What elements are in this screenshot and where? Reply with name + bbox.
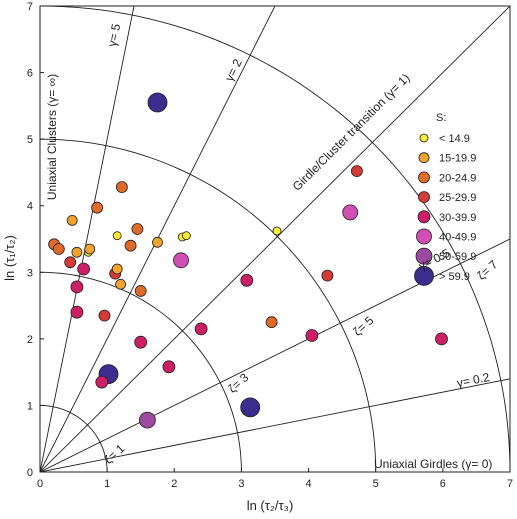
legend-title: S:: [436, 112, 446, 124]
y-axis-label: ln (τ₁/τ₂): [2, 235, 17, 281]
data-point: [342, 204, 359, 221]
annotations: Uniaxial Clusters (γ= ∞)γ= 5γ= 2Girdle/C…: [45, 22, 501, 471]
y-tick-label: 1: [27, 400, 33, 412]
x-tick-label: 5: [373, 478, 379, 490]
x-tick-label: 1: [104, 478, 110, 490]
legend-swatch: [417, 210, 431, 224]
data-point: [115, 278, 126, 290]
y-tick-label: 4: [27, 201, 33, 213]
data-point: [124, 239, 137, 252]
y-tick-label: 6: [27, 68, 33, 80]
x-tick-label: 4: [306, 478, 312, 490]
data-point: [84, 243, 96, 255]
legend-swatch: [419, 133, 429, 143]
data-point: [321, 269, 334, 282]
gamma-line-0-5: [40, 238, 510, 472]
y-tick-label: 2: [27, 334, 33, 346]
gamma-inf-label: Uniaxial Clusters (γ= ∞): [45, 74, 59, 200]
data-point: [116, 181, 128, 194]
legend-label: 30-39.9: [439, 212, 476, 224]
gamma-line-1: [40, 6, 510, 472]
data-point: [138, 411, 156, 429]
data-point: [435, 332, 448, 346]
legend-swatch: [416, 228, 432, 245]
legend-label: 25-29.9: [439, 192, 476, 204]
legend: S: < 14.9 15-19.9 20-24.9 25-29.9 30-39.9 40-4…: [414, 112, 476, 286]
data-point: [265, 316, 278, 329]
zeta-5-label: ζ= 5: [350, 313, 376, 339]
data-point: [71, 246, 83, 258]
gamma-line-0-2: [40, 378, 510, 472]
legend-label: 15-19.9: [439, 153, 476, 165]
legend-label: > 59.9: [439, 271, 470, 283]
x-tick-label: 6: [440, 478, 446, 490]
legend-label: 50-59.9: [439, 251, 476, 263]
legend-label: < 14.9: [439, 133, 470, 145]
gamma-line-2: [40, 6, 276, 472]
data-point: [240, 273, 254, 287]
gamma-2-label: γ= 2: [222, 56, 245, 83]
data-point: [70, 305, 84, 319]
data-point: [305, 329, 319, 342]
y-tick-label: 5: [27, 134, 33, 146]
data-point: [194, 322, 208, 336]
data-point: [64, 256, 77, 269]
data-point: [70, 280, 84, 294]
zeta-7-label: ζ= 7: [474, 257, 500, 283]
x-tick-label: 7: [507, 478, 513, 490]
y-tick-label: 0: [27, 467, 33, 479]
legend-swatch: [415, 247, 433, 265]
gamma-0-label: Uniaxial Girdles (γ= 0): [374, 457, 492, 471]
data-point: [111, 263, 123, 275]
data-point: [240, 397, 261, 418]
data-point: [350, 165, 363, 178]
legend-swatch: [418, 191, 430, 204]
legend-swatch: [414, 265, 434, 286]
x-tick-label: 2: [171, 478, 177, 490]
data-point: [152, 236, 163, 248]
legend-swatch: [418, 171, 430, 184]
data-point: [173, 252, 189, 269]
data-point: [134, 284, 147, 297]
x-axis-label: ln (τ₂/τ₃): [247, 498, 294, 513]
data-point: [91, 201, 103, 214]
zeta-3-label: ζ= 3: [225, 370, 251, 396]
data-point: [147, 92, 168, 113]
data-point: [95, 375, 109, 389]
zeta-1-label: ζ= 1: [101, 441, 127, 467]
gamma-0-2-label: γ= 0.2: [456, 370, 491, 390]
reference-lines-clipped: [40, 6, 510, 472]
legend-label: 40-49.9: [439, 232, 476, 244]
data-point: [162, 360, 176, 374]
data-point: [134, 335, 148, 349]
gamma-5-label: γ= 5: [105, 22, 123, 48]
data-point: [66, 214, 78, 226]
data-point: [98, 309, 111, 322]
x-tick-label: 0: [37, 478, 43, 490]
data-point: [77, 262, 90, 276]
y-tick-label: 3: [27, 267, 33, 279]
reference-lines: [40, 6, 510, 472]
data-points: [48, 92, 448, 429]
plot-frame: 0 1 2 3 4 5 6 7 0 1 2 3 4 5 6 7: [27, 1, 513, 490]
data-point: [112, 231, 122, 241]
plot-border: [39, 5, 511, 473]
data-point: [131, 223, 144, 235]
data-point: [52, 243, 65, 255]
data-point: [181, 231, 191, 241]
y-tick-label: 7: [27, 1, 33, 13]
legend-label: 20-24.9: [439, 172, 476, 184]
legend-swatch: [418, 152, 430, 164]
data-point: [272, 226, 282, 236]
x-tick-label: 3: [238, 478, 244, 490]
